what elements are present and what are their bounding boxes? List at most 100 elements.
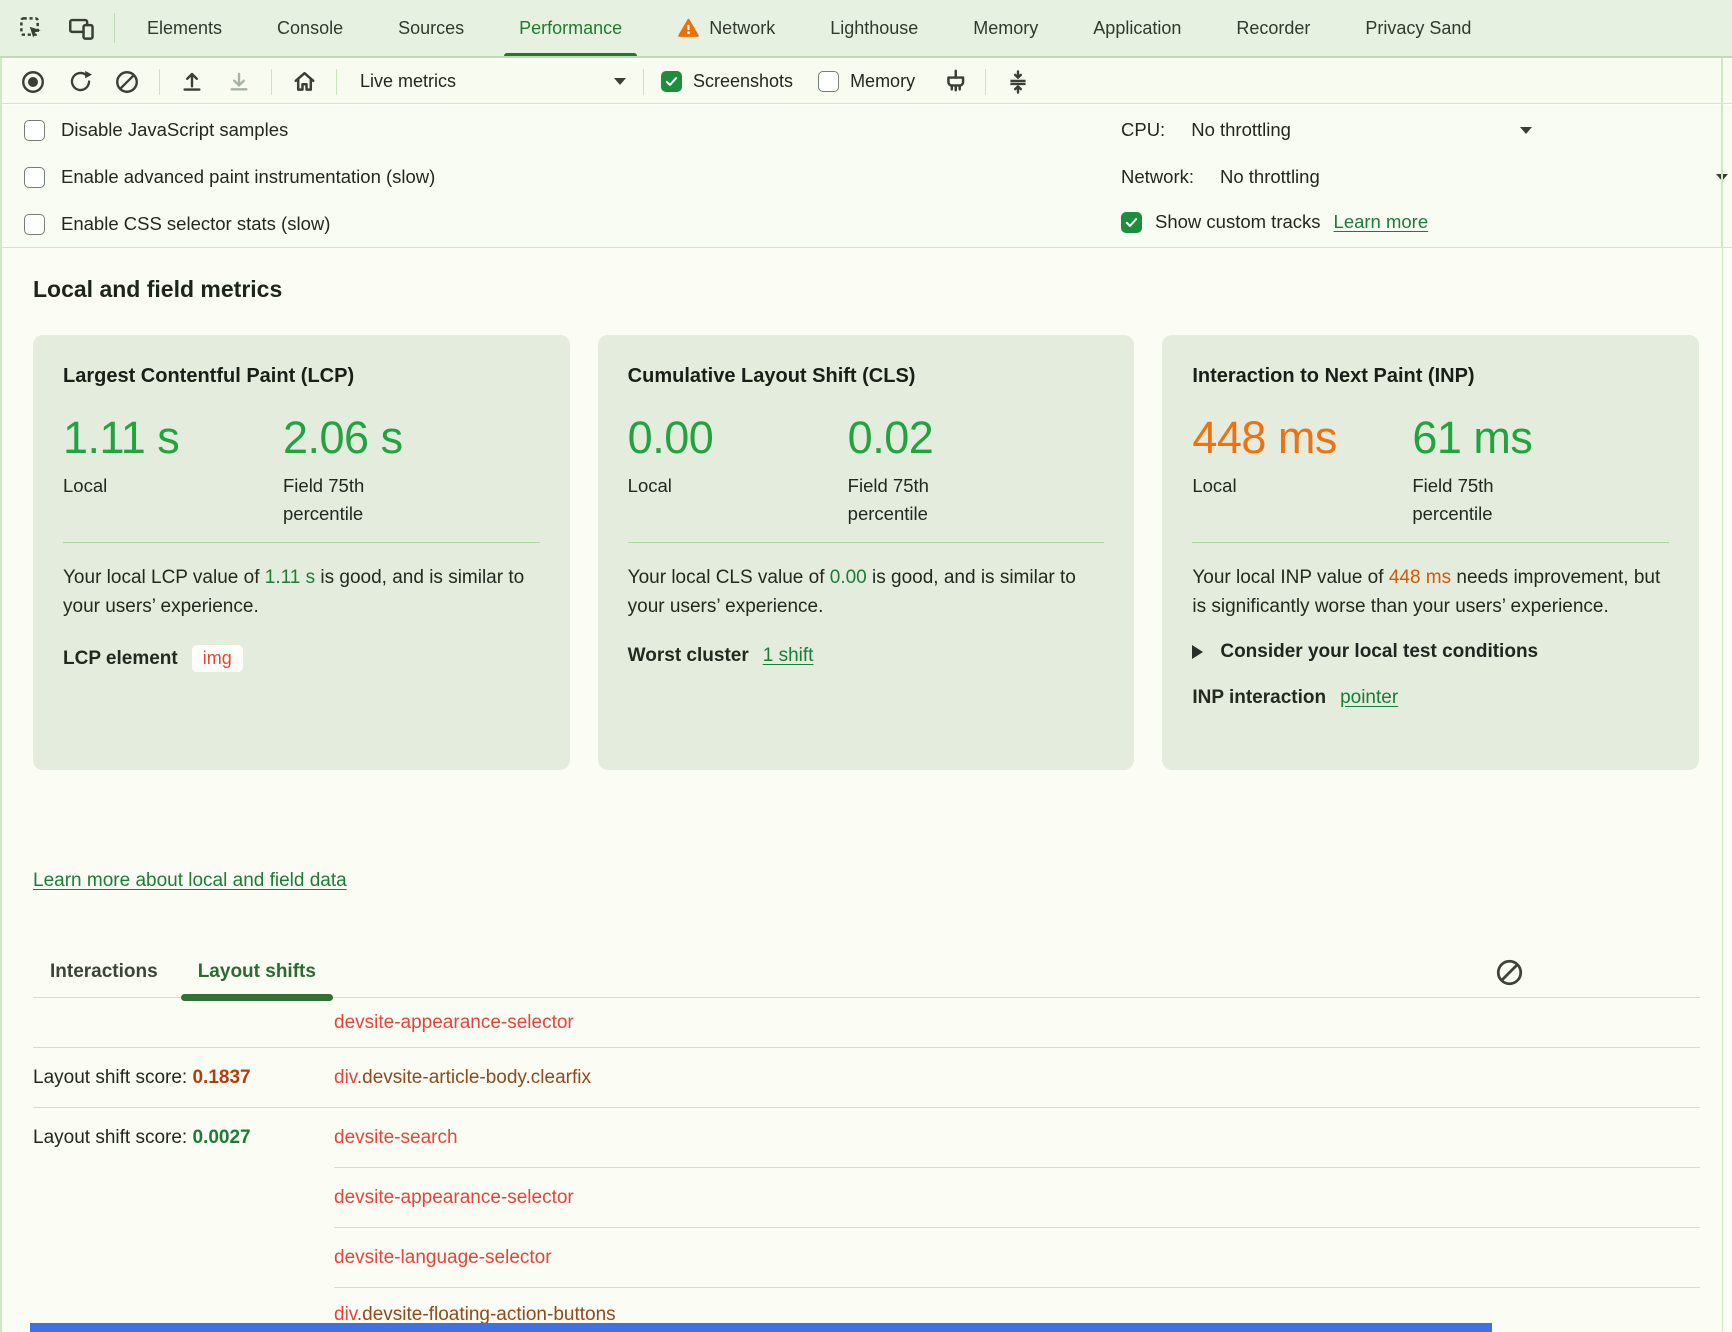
- tab-recorder[interactable]: Recorder: [1236, 0, 1311, 56]
- tab-label: Application: [1093, 17, 1182, 38]
- performance-toolbar: Live metrics Screenshots Memory: [0, 60, 1732, 104]
- advanced-paint-checkbox[interactable]: Enable advanced paint instrumentation (s…: [24, 166, 435, 188]
- cpu-value: No throttling: [1191, 119, 1291, 140]
- tab-label: Recorder: [1236, 17, 1311, 38]
- divider: [643, 68, 644, 95]
- local-label: Local: [1192, 475, 1237, 496]
- selection-scroll-indicator[interactable]: [30, 1323, 1492, 1332]
- tab-label: Console: [277, 17, 344, 38]
- score-value: 0.1837: [192, 1067, 251, 1088]
- score-label: Layout shift score:: [33, 1067, 193, 1088]
- lcp-element-link[interactable]: img: [191, 645, 243, 672]
- device-toolbar-icon[interactable]: [66, 13, 96, 43]
- inspect-icon[interactable]: [16, 13, 46, 43]
- local-test-conditions-disclosure[interactable]: Consider your local test conditions: [1192, 641, 1669, 663]
- score-label: Layout shift score:: [33, 1127, 193, 1148]
- option-label: Enable CSS selector stats (slow): [61, 213, 331, 234]
- tab-layout-shifts[interactable]: Layout shifts: [180, 961, 334, 1001]
- tab-lighthouse[interactable]: Lighthouse: [830, 0, 919, 56]
- section-heading: Local and field metrics: [33, 276, 283, 302]
- layout-shift-row: devsite-appearance-selector: [33, 998, 1700, 1048]
- tab-label: Elements: [147, 17, 223, 38]
- warning-icon: [677, 17, 700, 40]
- tab-elements[interactable]: Elements: [147, 0, 223, 56]
- element-link[interactable]: devsite-appearance-selector: [334, 1012, 574, 1033]
- show-custom-tracks-checkbox[interactable]: Show custom tracks Learn more: [1121, 211, 1428, 233]
- log-tabs: Interactions Layout shifts: [33, 948, 1700, 1001]
- tab-label: Performance: [519, 17, 623, 38]
- local-label: Local: [63, 475, 108, 496]
- disable-js-samples-checkbox[interactable]: Disable JavaScript samples: [24, 119, 288, 141]
- collapse-icon[interactable]: [1003, 67, 1033, 97]
- cls-card: Cumulative Layout Shift (CLS) 0.00 Local…: [597, 335, 1135, 770]
- layout-shift-row: devsite-language-selector: [33, 1228, 1700, 1288]
- element-link[interactable]: devsite-search: [334, 1127, 458, 1148]
- lcp-element-label: LCP element: [63, 647, 178, 669]
- gc-brush-icon[interactable]: [938, 67, 968, 97]
- tab-network[interactable]: Network: [677, 0, 775, 56]
- checkbox-unchecked-icon: [24, 166, 45, 188]
- tab-console[interactable]: Console: [277, 0, 344, 56]
- checkbox-unchecked-icon: [818, 71, 840, 92]
- divider: [271, 68, 272, 95]
- element-link[interactable]: div.devsite-floating-action-buttons: [334, 1304, 616, 1326]
- layout-shift-row: devsite-appearance-selector: [33, 1168, 1700, 1228]
- lcp-card-title: Largest Contentful Paint (LCP): [63, 365, 355, 387]
- cpu-throttling-select[interactable]: CPU: No throttling: [1121, 119, 1291, 141]
- tab-label: Privacy Sand: [1365, 17, 1472, 38]
- cls-description: Your local CLS value of 0.00 is good, an…: [628, 563, 1105, 621]
- desc-text: needs improvement, but is significantly …: [1192, 567, 1661, 617]
- option-label: Enable advanced paint instrumentation (s…: [61, 166, 436, 187]
- cls-card-title: Cumulative Layout Shift (CLS): [627, 365, 916, 387]
- field-label: Field 75th percentile: [283, 475, 365, 524]
- tab-label: Layout shifts: [197, 961, 316, 982]
- learn-more-field-data-link[interactable]: Learn more about local and field data: [33, 870, 347, 891]
- element-link[interactable]: div.devsite-article-body.clearfix: [334, 1067, 591, 1089]
- upload-icon[interactable]: [177, 67, 207, 97]
- divider: [159, 68, 160, 95]
- tab-memory[interactable]: Memory: [973, 0, 1038, 56]
- live-metrics-label: Live metrics: [360, 71, 457, 91]
- inp-card: Interaction to Next Paint (INP) 448 ms L…: [1162, 335, 1700, 770]
- worst-cluster-link[interactable]: 1 shift: [762, 645, 814, 666]
- desc-value: 0.00: [829, 567, 867, 588]
- tab-performance[interactable]: Performance: [504, 0, 638, 56]
- element-link[interactable]: devsite-language-selector: [334, 1247, 552, 1268]
- dropdown-caret-icon[interactable]: [1520, 127, 1532, 134]
- tab-privacy-sandbox[interactable]: Privacy Sand: [1365, 0, 1472, 56]
- network-label: Network:: [1121, 166, 1194, 187]
- divider: [1192, 542, 1670, 543]
- tab-label: Sources: [398, 17, 465, 38]
- css-selector-stats-checkbox[interactable]: Enable CSS selector stats (slow): [24, 213, 330, 235]
- divider: [114, 13, 115, 43]
- custom-tracks-label: Show custom tracks: [1155, 211, 1321, 232]
- home-icon[interactable]: [289, 67, 319, 97]
- disclosure-triangle-icon: [1192, 645, 1204, 659]
- panel-left-border: [0, 58, 2, 1332]
- memory-checkbox[interactable]: Memory: [818, 71, 915, 92]
- checkbox-checked-icon: [1121, 211, 1142, 233]
- cls-field-value: 0.02: [847, 412, 934, 463]
- clear-icon[interactable]: [112, 67, 142, 97]
- download-icon[interactable]: [224, 67, 254, 97]
- record-icon[interactable]: [18, 67, 48, 97]
- cls-local-value: 0.00: [627, 412, 714, 463]
- live-metrics-view: Local and field metrics Largest Contentf…: [2, 248, 1722, 1332]
- tab-application[interactable]: Application: [1093, 0, 1182, 56]
- element-link[interactable]: devsite-appearance-selector: [334, 1187, 574, 1208]
- tab-sources[interactable]: Sources: [398, 0, 465, 56]
- block-clear-icon[interactable]: [1495, 958, 1524, 993]
- element-tag: div: [334, 1067, 357, 1088]
- tab-interactions[interactable]: Interactions: [50, 961, 158, 997]
- live-metrics-select[interactable]: Live metrics: [354, 71, 626, 92]
- screenshots-checkbox[interactable]: Screenshots: [661, 71, 793, 92]
- inp-local-value: 448 ms: [1192, 412, 1337, 463]
- tab-label: Lighthouse: [830, 17, 919, 38]
- devtools-tabbar: Elements Console Sources Performance Net…: [0, 0, 1732, 58]
- learn-more-link[interactable]: Learn more: [1333, 211, 1429, 232]
- score-value: 0.0027: [192, 1127, 251, 1148]
- lcp-description: Your local LCP value of 1.11 s is good, …: [63, 563, 540, 621]
- network-throttling-select[interactable]: Network: No throttling: [1121, 166, 1320, 188]
- reload-icon[interactable]: [65, 67, 95, 97]
- inp-interaction-link[interactable]: pointer: [1340, 687, 1399, 708]
